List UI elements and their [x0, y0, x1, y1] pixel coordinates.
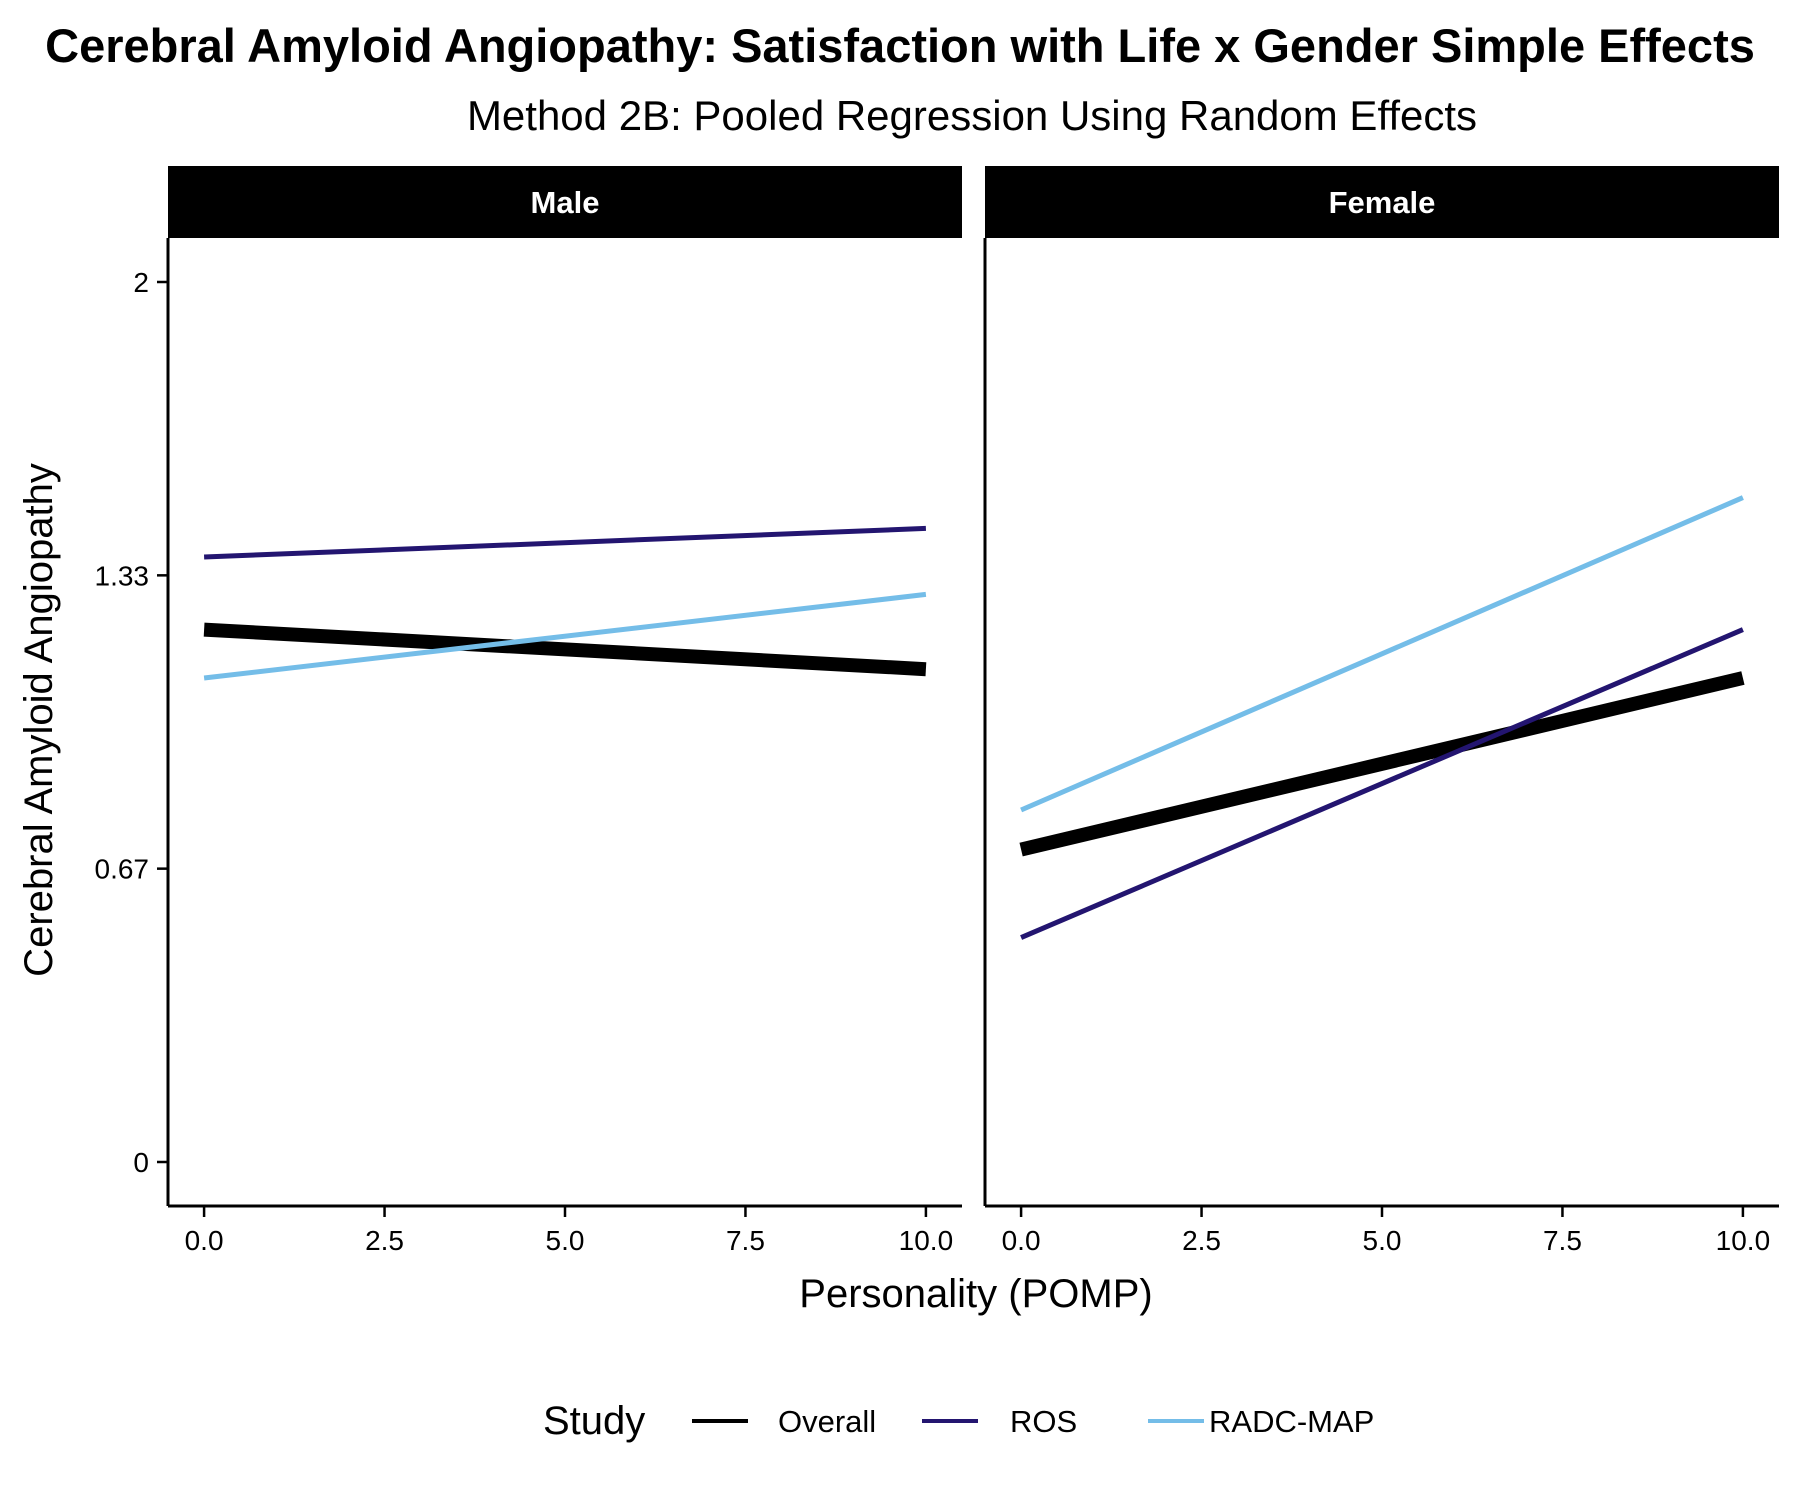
y-tick-label: 2	[133, 267, 149, 298]
y-tick-label: 0	[133, 1147, 149, 1178]
x-tick-label: 5.0	[546, 1225, 585, 1256]
facet-panels: Male 0 0.67 1.33 2 0.0 2.5 5.0 7.5 10.0 Female 0.0 2…	[95, 166, 1779, 1256]
x-axis-title: Personality (POMP)	[799, 1272, 1152, 1316]
series-line-radc-map-male	[203, 591, 927, 681]
legend-label-ros: ROS	[1010, 1404, 1077, 1439]
series-line-ros-male	[204, 525, 926, 560]
strip-male	[168, 166, 962, 238]
series-line-overall-male	[203, 622, 927, 677]
legend-label-overall: Overall	[778, 1404, 876, 1439]
x-tick-label: 0.0	[185, 1225, 224, 1256]
legend: Study Overall ROS RADC-MAP	[543, 1399, 1374, 1443]
x-tick-label: 10.0	[1716, 1225, 1771, 1256]
chart-title: Cerebral Amyloid Angiopathy: Satisfactio…	[45, 19, 1755, 72]
x-tick-label: 2.5	[1182, 1225, 1221, 1256]
x-tick-label: 7.5	[726, 1225, 765, 1256]
y-tick-label: 1.33	[95, 560, 150, 591]
legend-label-radc-map: RADC-MAP	[1209, 1404, 1374, 1439]
y-axis-title: Cerebral Amyloid Angiopathy	[17, 463, 61, 977]
x-tick-label: 7.5	[1543, 1225, 1582, 1256]
series-line-ros-female	[1020, 627, 1744, 940]
series-line-radc-map-female	[1020, 495, 1744, 813]
chart-subtitle: Method 2B: Pooled Regression Using Rando…	[467, 92, 1477, 139]
strip-female	[985, 166, 1779, 238]
x-tick-label: 0.0	[1002, 1225, 1041, 1256]
panel-female: Female 0.0 2.5 5.0 7.5 10.0	[983, 166, 1779, 1256]
x-tick-label: 10.0	[899, 1225, 954, 1256]
x-tick-label: 2.5	[365, 1225, 404, 1256]
y-tick-label: 0.67	[95, 854, 150, 885]
legend-title: Study	[543, 1399, 645, 1443]
strip-label-male: Male	[531, 185, 600, 220]
series-line-overall-female	[1019, 671, 1745, 857]
strip-label-female: Female	[1329, 185, 1436, 220]
x-tick-label: 5.0	[1363, 1225, 1402, 1256]
panel-male: Male 0 0.67 1.33 2 0.0 2.5 5.0 7.5 10.0	[95, 166, 962, 1256]
